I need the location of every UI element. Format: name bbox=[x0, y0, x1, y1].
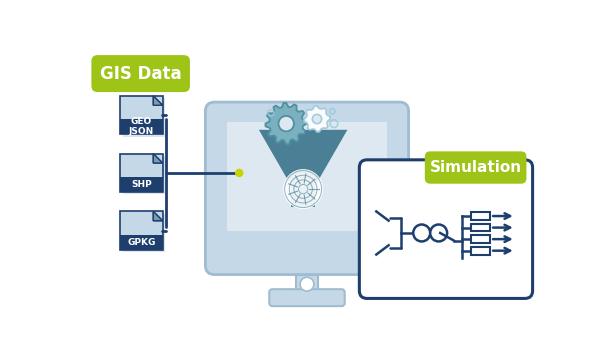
Circle shape bbox=[283, 169, 323, 209]
Circle shape bbox=[430, 224, 447, 241]
FancyBboxPatch shape bbox=[206, 102, 409, 274]
FancyBboxPatch shape bbox=[471, 224, 491, 232]
Text: Simulation: Simulation bbox=[430, 160, 522, 175]
FancyBboxPatch shape bbox=[120, 119, 163, 134]
FancyBboxPatch shape bbox=[471, 212, 491, 220]
Circle shape bbox=[300, 277, 314, 291]
FancyBboxPatch shape bbox=[425, 151, 526, 184]
Polygon shape bbox=[259, 130, 347, 185]
Polygon shape bbox=[153, 96, 163, 105]
Circle shape bbox=[312, 114, 322, 124]
Polygon shape bbox=[265, 103, 307, 144]
Text: GIS Data: GIS Data bbox=[100, 65, 182, 83]
FancyBboxPatch shape bbox=[123, 98, 165, 137]
FancyBboxPatch shape bbox=[296, 274, 318, 294]
FancyBboxPatch shape bbox=[120, 177, 163, 192]
Text: GPKG: GPKG bbox=[128, 238, 156, 247]
Circle shape bbox=[278, 116, 294, 131]
FancyBboxPatch shape bbox=[471, 235, 491, 243]
FancyBboxPatch shape bbox=[120, 154, 163, 192]
Polygon shape bbox=[304, 106, 330, 132]
Circle shape bbox=[413, 224, 430, 241]
FancyBboxPatch shape bbox=[120, 96, 163, 134]
Text: SHP: SHP bbox=[131, 180, 152, 189]
FancyBboxPatch shape bbox=[359, 160, 533, 298]
Text: GEO
JSON: GEO JSON bbox=[129, 117, 154, 136]
Circle shape bbox=[235, 169, 243, 177]
Polygon shape bbox=[153, 154, 163, 163]
Polygon shape bbox=[153, 211, 163, 221]
Polygon shape bbox=[153, 96, 163, 105]
Polygon shape bbox=[153, 211, 163, 221]
FancyBboxPatch shape bbox=[120, 234, 163, 250]
FancyBboxPatch shape bbox=[291, 185, 315, 207]
FancyBboxPatch shape bbox=[120, 211, 163, 250]
Polygon shape bbox=[153, 154, 163, 163]
FancyBboxPatch shape bbox=[269, 289, 344, 306]
FancyBboxPatch shape bbox=[123, 156, 165, 195]
FancyBboxPatch shape bbox=[123, 214, 165, 252]
FancyBboxPatch shape bbox=[91, 55, 190, 92]
FancyBboxPatch shape bbox=[471, 247, 491, 254]
FancyBboxPatch shape bbox=[227, 122, 387, 232]
